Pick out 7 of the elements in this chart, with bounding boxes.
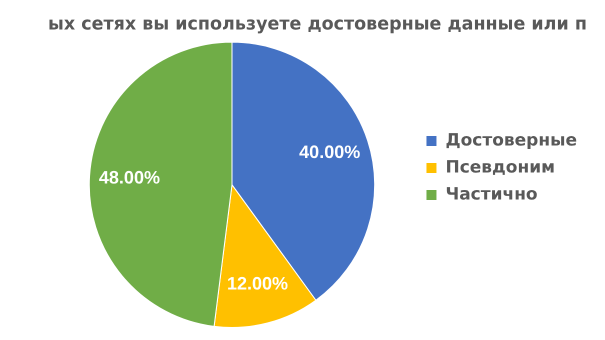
legend-label: Частично [445,184,538,204]
legend-label: Псевдоним [445,157,556,178]
chart-title: ых сетях вы используете достоверные данные или п [48,14,587,35]
data-label: 48.00% [98,167,160,188]
data-label: 40.00% [299,142,360,162]
data-label: 12.00% [227,273,288,294]
legend-label: Достоверные [445,130,578,150]
